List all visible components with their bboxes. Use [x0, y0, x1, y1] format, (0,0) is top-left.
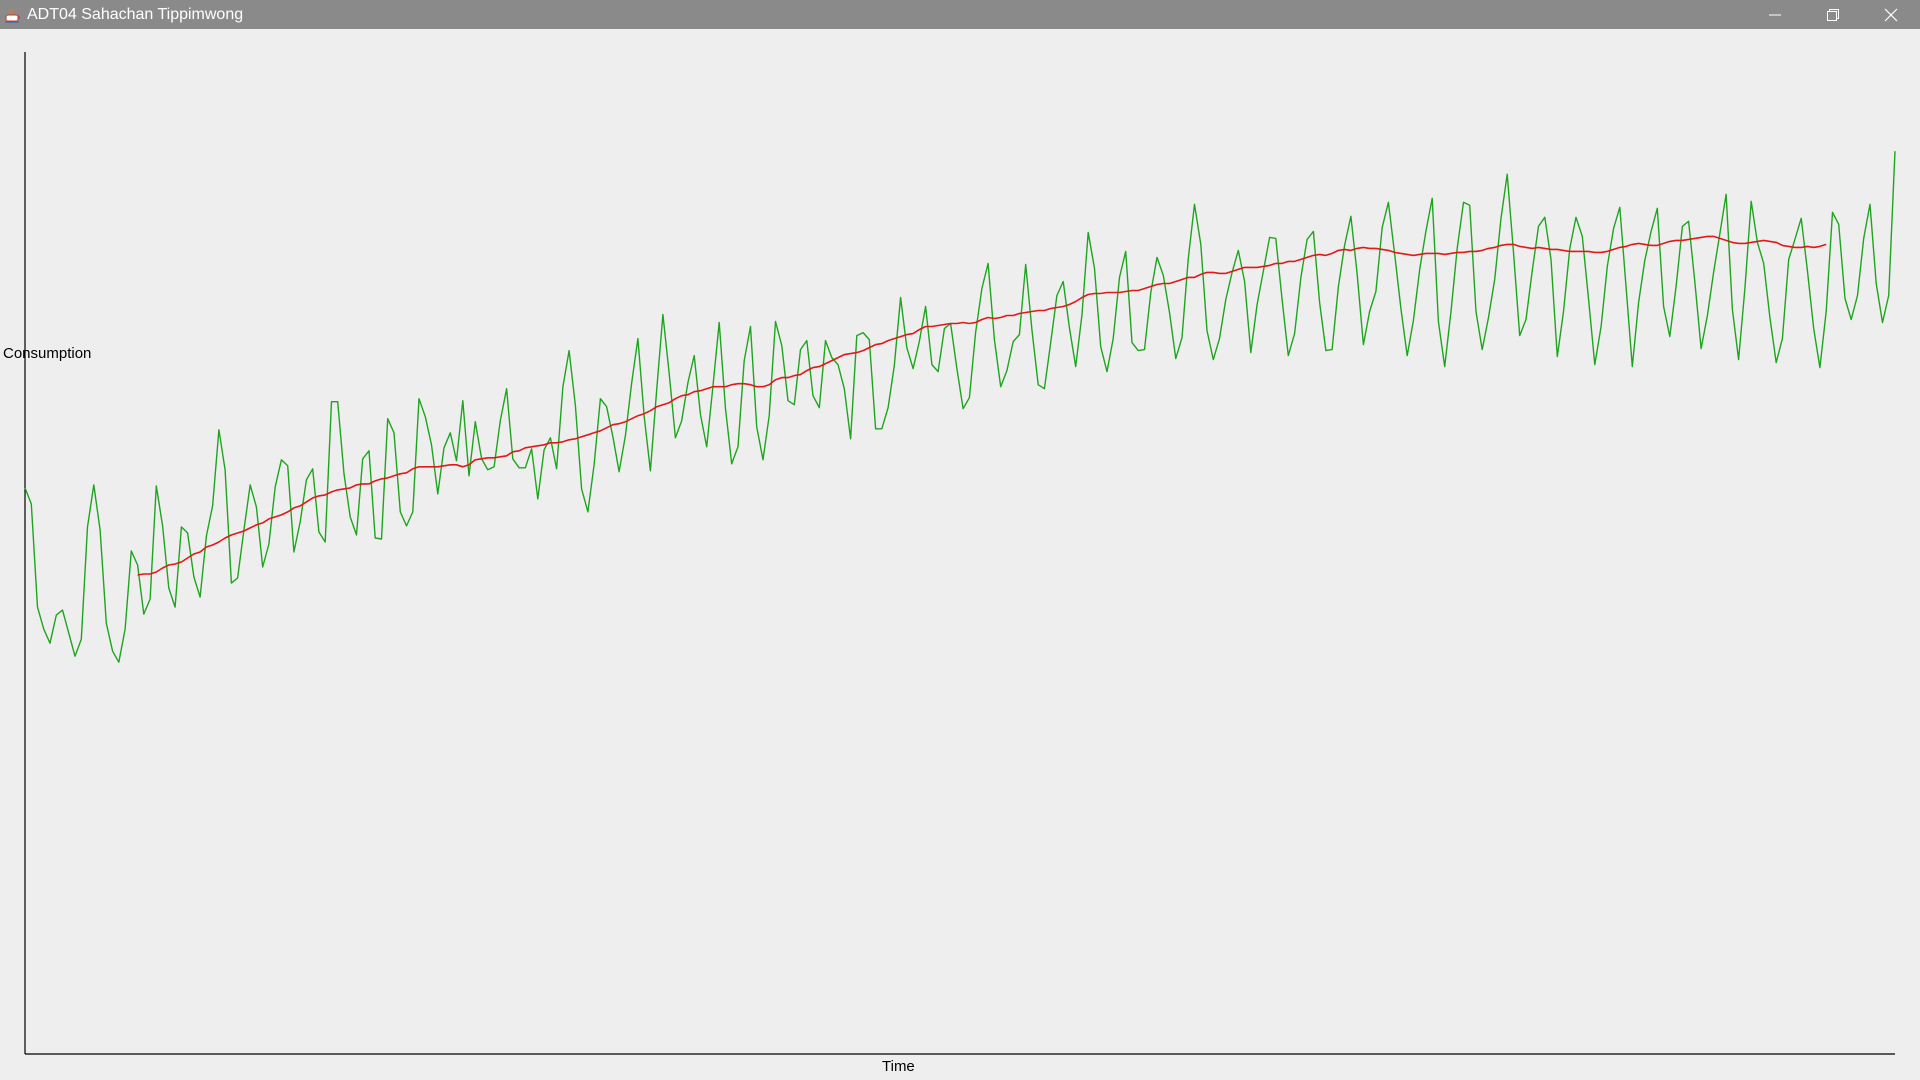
- minimize-button[interactable]: [1746, 0, 1804, 29]
- close-button[interactable]: [1862, 0, 1920, 29]
- y-axis-label: Consumption: [3, 345, 92, 362]
- chart-panel: Consumption Time: [0, 29, 1920, 1080]
- line-chart: [24, 52, 1896, 1055]
- maximize-button[interactable]: [1804, 0, 1862, 29]
- series-line-2: [137, 235, 1827, 576]
- x-axis-label: Time: [882, 1058, 915, 1075]
- series-layer: [24, 151, 1896, 663]
- window-title: ADT04 Sahachan Tippimwong: [27, 5, 244, 23]
- minimize-icon: [1769, 14, 1781, 15]
- series-line-1: [24, 151, 1896, 663]
- restore-icon: [1827, 8, 1839, 21]
- close-icon: [1884, 8, 1898, 21]
- title-bar[interactable]: ADT04 Sahachan Tippimwong: [0, 0, 1920, 29]
- window-controls: [1746, 0, 1920, 29]
- java-app-icon: [4, 6, 22, 24]
